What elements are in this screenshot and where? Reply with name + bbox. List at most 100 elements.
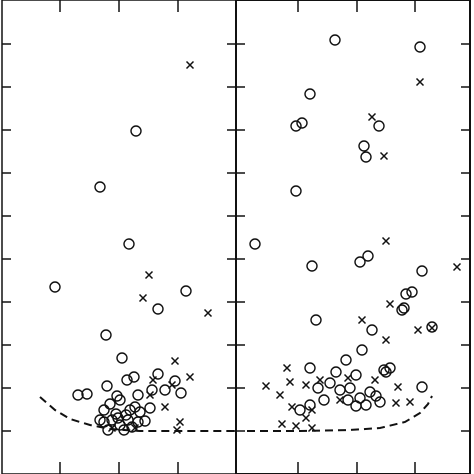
cross-point	[315, 375, 325, 385]
cross-point	[170, 356, 180, 366]
circle-point	[350, 400, 362, 412]
circle-point	[329, 34, 341, 46]
cross-point	[107, 423, 117, 433]
circle-point	[294, 404, 306, 416]
circle-point	[318, 394, 330, 406]
cross-point	[370, 375, 380, 385]
cross-point	[307, 405, 317, 415]
cross-point	[203, 308, 213, 318]
circle-point	[121, 374, 133, 386]
fit-curve	[39, 396, 236, 432]
circle-point	[416, 265, 428, 277]
circle-point	[94, 181, 106, 193]
circle-point	[400, 288, 412, 300]
cross-point	[452, 262, 462, 272]
cross-point	[160, 402, 170, 412]
cross-point	[367, 112, 377, 122]
cross-point	[405, 397, 415, 407]
circle-point	[342, 394, 354, 406]
circle-point	[169, 375, 181, 387]
cross-point	[379, 151, 389, 161]
circle-point	[94, 414, 106, 426]
cross-point	[275, 390, 285, 400]
circle-point	[120, 409, 132, 421]
cross-point	[391, 398, 401, 408]
circle-point	[159, 384, 171, 396]
circle-point	[373, 120, 385, 132]
cross-point	[385, 299, 395, 309]
circle-point	[304, 88, 316, 100]
circle-point	[344, 382, 356, 394]
cross-point	[145, 390, 155, 400]
circle-point	[350, 369, 362, 381]
cross-point	[357, 315, 367, 325]
circle-point	[366, 324, 378, 336]
cross-point	[277, 419, 287, 429]
cross-point	[415, 77, 425, 87]
circle-point	[72, 389, 84, 401]
cross-point	[261, 381, 271, 391]
cross-point	[301, 380, 311, 390]
circle-point	[362, 250, 374, 262]
circle-point	[384, 362, 396, 374]
cross-point	[175, 417, 185, 427]
cross-point	[301, 413, 311, 423]
cross-point	[138, 293, 148, 303]
panel-frame	[1, 0, 237, 474]
circle-point	[130, 125, 142, 137]
cross-point	[413, 325, 423, 335]
circle-point	[116, 352, 128, 364]
cross-point	[185, 372, 195, 382]
circle-point	[49, 281, 61, 293]
circle-point	[360, 151, 372, 163]
cross-point	[287, 402, 297, 412]
circle-point	[340, 354, 352, 366]
circle-point	[104, 398, 116, 410]
circle-point	[106, 414, 118, 426]
circle-point	[290, 120, 302, 132]
circle-point	[81, 388, 93, 400]
panel-frame	[235, 0, 471, 474]
circle-point	[306, 260, 318, 272]
circle-point	[312, 382, 324, 394]
circle-point	[249, 238, 261, 250]
circle-point	[356, 344, 368, 356]
circle-point	[324, 377, 336, 389]
circle-point	[152, 303, 164, 315]
circle-point	[398, 302, 410, 314]
circle-point	[144, 402, 156, 414]
circle-point	[152, 368, 164, 380]
circle-point	[414, 41, 426, 53]
circle-point	[114, 394, 126, 406]
circle-point	[100, 329, 112, 341]
circle-point	[380, 366, 392, 378]
circle-point	[416, 381, 428, 393]
cross-point	[291, 421, 301, 431]
fit-curve	[247, 395, 433, 432]
circle-point	[354, 256, 366, 268]
circle-point	[358, 140, 370, 152]
circle-point	[426, 321, 438, 333]
cross-point	[282, 363, 292, 373]
circle-point	[364, 386, 376, 398]
circle-point	[374, 396, 386, 408]
circle-point	[123, 238, 135, 250]
circle-point	[146, 384, 158, 396]
circle-point	[406, 286, 418, 298]
cross-point	[427, 323, 437, 333]
circle-point	[330, 366, 342, 378]
circle-point	[396, 304, 408, 316]
circle-point	[139, 415, 151, 427]
cross-point	[285, 377, 295, 387]
circle-point	[334, 384, 346, 396]
cross-point	[335, 395, 345, 405]
cross-point	[167, 380, 177, 390]
circle-point	[98, 404, 110, 416]
cross-point	[148, 375, 158, 385]
cross-point	[393, 382, 403, 392]
cross-point	[381, 236, 391, 246]
circle-point	[132, 389, 144, 401]
circle-point	[129, 401, 141, 413]
